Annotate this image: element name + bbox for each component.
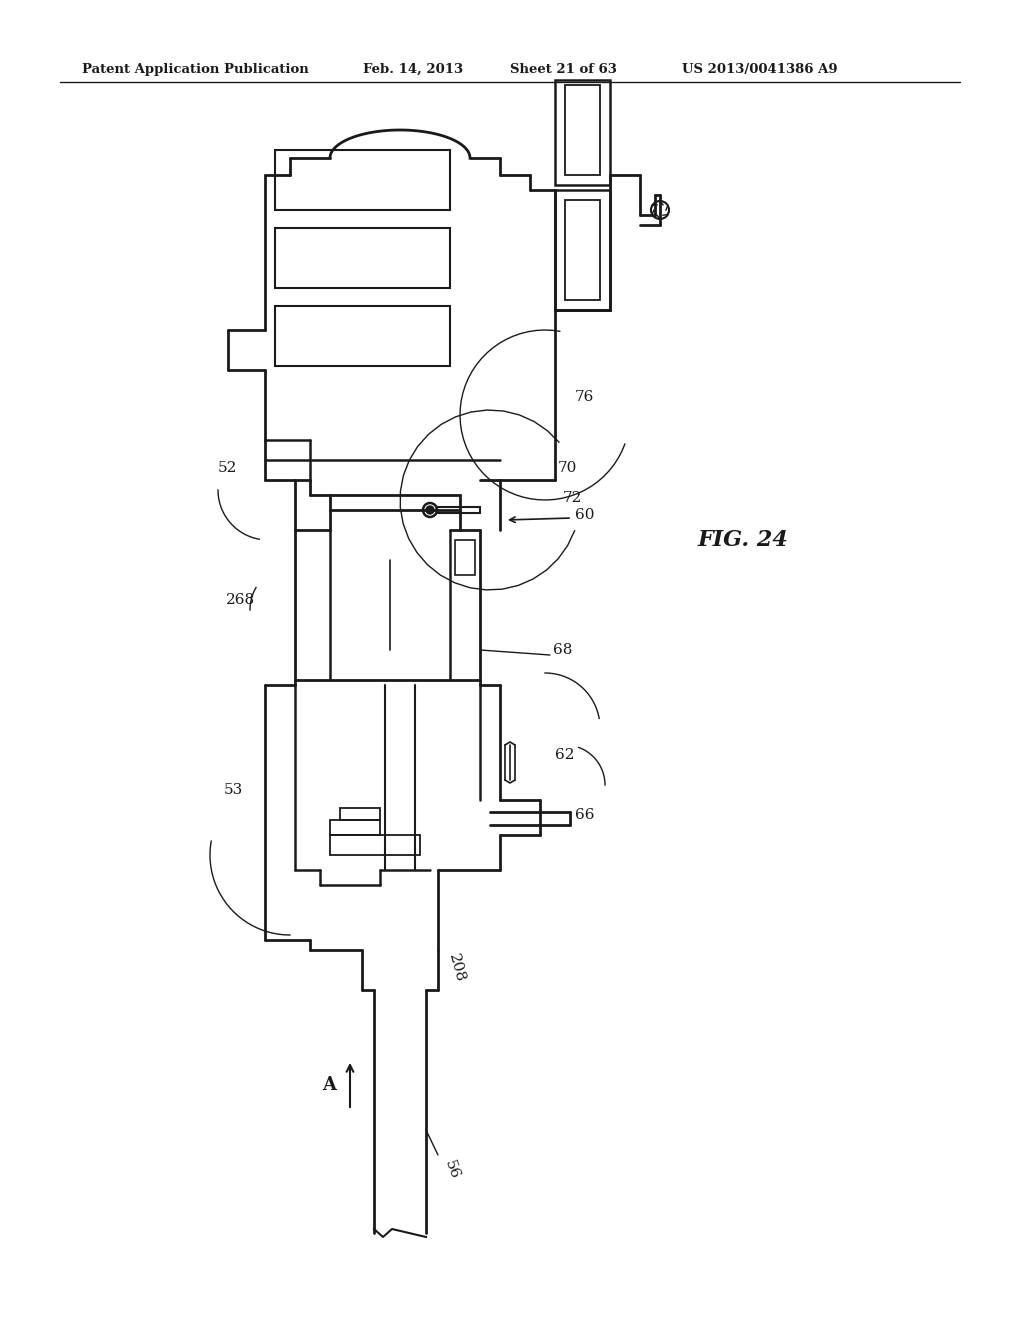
Bar xyxy=(555,81,610,185)
Bar xyxy=(275,306,450,366)
Text: 66: 66 xyxy=(575,808,595,822)
Text: Sheet 21 of 63: Sheet 21 of 63 xyxy=(510,63,616,77)
Text: 72: 72 xyxy=(563,491,583,506)
Bar xyxy=(275,150,450,210)
Text: US 2013/0041386 A9: US 2013/0041386 A9 xyxy=(682,63,838,77)
Text: 68: 68 xyxy=(553,643,572,657)
Text: 76: 76 xyxy=(575,389,594,404)
Text: 52: 52 xyxy=(218,461,237,475)
Text: 53: 53 xyxy=(224,783,243,797)
Text: A: A xyxy=(322,1076,336,1094)
Text: Patent Application Publication: Patent Application Publication xyxy=(82,63,309,77)
Text: Feb. 14, 2013: Feb. 14, 2013 xyxy=(362,63,463,77)
Bar xyxy=(275,228,450,288)
Circle shape xyxy=(426,506,434,513)
Bar xyxy=(330,820,380,836)
Text: 208: 208 xyxy=(446,952,467,983)
Bar xyxy=(455,540,475,576)
Text: 70: 70 xyxy=(558,461,578,475)
Bar xyxy=(565,201,600,300)
Bar xyxy=(340,808,380,820)
Text: 268: 268 xyxy=(226,593,255,607)
Text: 60: 60 xyxy=(575,508,595,521)
Text: 56: 56 xyxy=(442,1159,462,1181)
Text: FIG. 24: FIG. 24 xyxy=(698,529,788,550)
Bar xyxy=(565,84,600,176)
Text: 62: 62 xyxy=(555,748,574,762)
Bar xyxy=(555,190,610,310)
Bar xyxy=(330,836,420,855)
